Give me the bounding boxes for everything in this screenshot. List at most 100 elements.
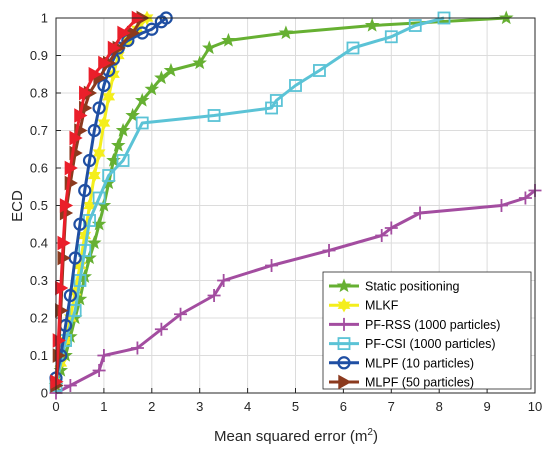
legend-entry: PF-RSS (1000 particles) xyxy=(329,318,500,332)
legend-marker xyxy=(337,297,351,313)
data-point xyxy=(144,81,160,96)
data-point xyxy=(130,341,144,355)
data-point xyxy=(97,115,111,131)
legend-label: PF-CSI (1000 particles) xyxy=(365,337,496,351)
x-tick-label: 4 xyxy=(244,399,251,414)
data-point xyxy=(494,199,508,212)
data-point xyxy=(269,94,283,107)
legend-entry: Static positioning xyxy=(329,278,460,294)
data-point xyxy=(92,145,106,161)
data-point xyxy=(375,229,389,242)
data-point xyxy=(135,116,149,130)
data-point xyxy=(163,62,179,77)
legend-marker xyxy=(337,337,351,351)
y-tick-label: 0.7 xyxy=(30,123,48,138)
data-point xyxy=(117,25,131,41)
y-tick-label: 0.6 xyxy=(30,161,48,176)
data-point xyxy=(82,153,97,168)
legend-entry: MLPF (50 particles) xyxy=(329,374,474,390)
data-point xyxy=(92,101,106,115)
data-point xyxy=(79,85,93,101)
data-point xyxy=(202,40,217,55)
y-axis-title: ECD xyxy=(9,190,26,222)
data-point xyxy=(408,19,422,32)
data-point xyxy=(322,244,336,257)
data-point xyxy=(518,191,532,205)
data-point xyxy=(125,107,140,122)
data-point xyxy=(69,130,83,146)
data-point xyxy=(289,79,302,92)
data-point xyxy=(364,17,380,32)
data-point xyxy=(192,55,207,70)
series-6 xyxy=(50,10,145,390)
data-point xyxy=(384,221,398,235)
legend-entry: MLKF xyxy=(329,297,399,313)
data-point xyxy=(498,10,514,25)
legend-label: MLKF xyxy=(365,299,399,313)
legend: Static positioning MLKF PF-RSS (1000 parti… xyxy=(322,271,532,390)
data-point xyxy=(57,235,71,251)
y-tick-label: 0.5 xyxy=(30,198,48,213)
data-point xyxy=(134,92,150,107)
data-point xyxy=(98,55,112,71)
y-tick-label: 0 xyxy=(41,386,48,401)
y-tick-label: 1 xyxy=(41,11,48,26)
x-tick-label: 8 xyxy=(436,399,443,414)
legend-label: PF-RSS (1000 particles) xyxy=(365,318,500,332)
x-tick-label: 1 xyxy=(100,399,107,414)
data-point xyxy=(78,244,92,257)
data-point xyxy=(384,30,398,44)
data-point xyxy=(50,374,64,390)
data-point xyxy=(73,274,87,287)
x-tick-label: 6 xyxy=(340,399,347,414)
data-point xyxy=(207,109,221,122)
data-point xyxy=(68,304,82,317)
data-point xyxy=(107,40,122,56)
legend-entry: MLPF (10 particles) xyxy=(329,356,474,370)
data-point xyxy=(74,108,88,123)
data-point xyxy=(97,349,111,362)
data-point xyxy=(87,235,102,250)
data-point xyxy=(278,25,294,40)
x-tick-label: 2 xyxy=(148,399,155,414)
data-point xyxy=(217,274,231,287)
plot-frame xyxy=(55,17,536,394)
series-line xyxy=(54,16,445,386)
y-tick-label: 0.2 xyxy=(30,311,48,326)
data-point xyxy=(88,66,102,82)
x-axis-title-superscript: 2 xyxy=(367,427,373,438)
data-point xyxy=(174,307,188,321)
data-point xyxy=(265,259,279,272)
data-point xyxy=(97,78,111,93)
x-tick-label: 3 xyxy=(196,399,203,414)
legend-box xyxy=(322,271,532,390)
x-tick-label: 7 xyxy=(388,399,395,414)
y-tick-label: 0.3 xyxy=(30,273,48,288)
data-point xyxy=(59,198,74,213)
data-point xyxy=(111,137,126,152)
data-point xyxy=(145,22,159,36)
legend-label: MLPF (10 particles) xyxy=(365,356,474,370)
legend-label: Static positioning xyxy=(365,280,460,294)
y-tick-label: 0.4 xyxy=(30,236,48,251)
data-point xyxy=(313,64,326,77)
data-point xyxy=(207,289,221,302)
data-point xyxy=(63,288,77,303)
y-tick-labels: 0 0.1 0.2 0.3 0.4 0.5 0.6 0.7 0.8 0.9 1 xyxy=(30,11,48,401)
data-point xyxy=(64,160,78,176)
x-tick-labels: 0 1 2 3 4 5 6 7 8 9 10 xyxy=(52,399,542,414)
x-tick-label: 10 xyxy=(528,399,542,414)
data-point xyxy=(346,41,360,55)
data-point xyxy=(154,322,168,336)
data-point xyxy=(154,70,169,85)
data-point xyxy=(221,32,236,47)
data-point xyxy=(92,364,106,377)
y-tick-label: 0.9 xyxy=(30,48,48,63)
data-point xyxy=(92,191,106,205)
data-point xyxy=(63,379,77,392)
data-point xyxy=(116,154,130,167)
legend-entry: PF-CSI (1000 particles) xyxy=(329,337,496,351)
x-tick-label: 5 xyxy=(292,399,299,414)
legend-marker xyxy=(337,356,351,370)
